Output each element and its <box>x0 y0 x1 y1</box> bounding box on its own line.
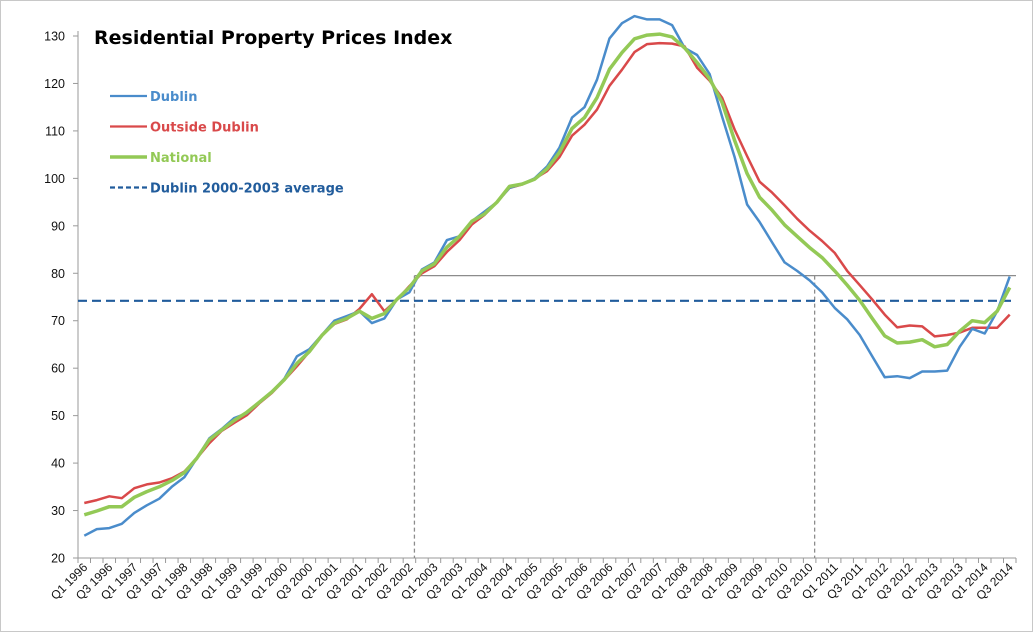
legend-label: Dublin <box>150 90 198 105</box>
legend-item-outside-dublin: Outside Dublin <box>110 121 259 136</box>
legend-item-dublin-2000-2003-average: Dublin 2000-2003 average <box>110 182 344 197</box>
y-tick-label: 80 <box>51 267 65 281</box>
legend-item-dublin: Dublin <box>110 90 198 105</box>
y-tick-label: 40 <box>51 457 65 471</box>
series-lines <box>78 14 1016 537</box>
legend-label: National <box>150 151 212 166</box>
series-national-line <box>83 32 1012 517</box>
legend-label: Outside Dublin <box>150 121 259 136</box>
chart-title: Residential Property Prices Index <box>94 27 452 49</box>
y-tick-label: 50 <box>51 409 65 423</box>
y-tick-label: 90 <box>51 219 65 233</box>
reference-annotations <box>413 274 1016 558</box>
y-tick-label: 60 <box>51 362 65 376</box>
y-tick-label: 70 <box>51 314 65 328</box>
legend: Dublin Outside Dublin National Dublin 2000-… <box>110 90 344 197</box>
y-tick-label: 110 <box>45 124 65 138</box>
y-tick-label: 20 <box>51 552 65 566</box>
y-tick-label: 30 <box>51 504 65 518</box>
y-tick-label: 100 <box>44 172 65 186</box>
y-tick-label: 120 <box>44 77 65 91</box>
series-outside-dublin-line <box>84 41 1011 505</box>
legend-item-national: National <box>110 151 212 166</box>
legend-label: Dublin 2000-2003 average <box>150 182 344 197</box>
y-tick-label: 130 <box>44 30 65 44</box>
